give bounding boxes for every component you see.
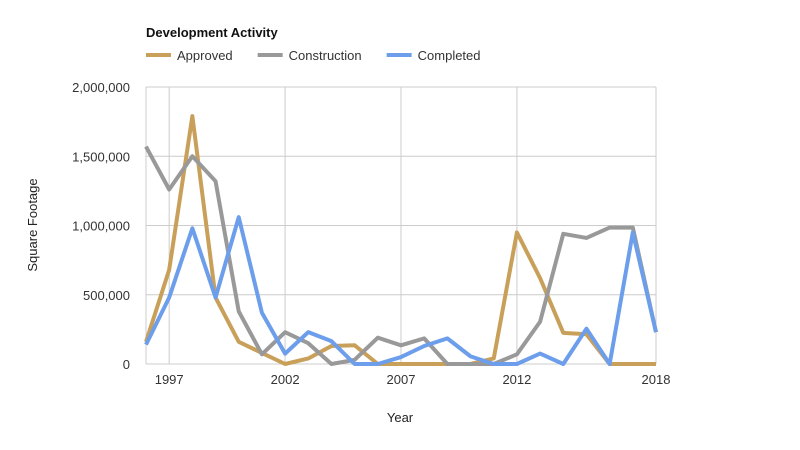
legend-label-approved: Approved [177, 48, 233, 63]
y-tick-label: 1,500,000 [72, 149, 130, 164]
series-line-completed [144, 215, 658, 366]
series-lines [144, 114, 658, 366]
chart-title: Development Activity [146, 25, 278, 40]
x-tick-label: 1997 [155, 372, 184, 387]
x-tick-label: 2018 [642, 372, 671, 387]
legend-label-completed: Completed [418, 48, 481, 63]
y-tick-label: 0 [123, 357, 130, 372]
legend-label-construction: Construction [289, 48, 362, 63]
y-tick-label: 1,000,000 [72, 219, 130, 234]
series-line-approved [144, 114, 656, 366]
legend: Approved Construction Completed [146, 48, 481, 63]
gridlines [145, 86, 657, 365]
x-tick-label: 2002 [271, 372, 300, 387]
series-line-construction [144, 145, 658, 366]
x-tick-label: 2012 [502, 372, 531, 387]
y-tick-label: 2,000,000 [72, 80, 130, 95]
x-axis-title: Year [387, 410, 414, 425]
y-tick-label: 500,000 [83, 288, 130, 303]
x-tick-label: 2007 [387, 372, 416, 387]
y-axis-title: Square Footage [25, 178, 40, 271]
y-axis-ticks: 0 500,000 1,000,000 1,500,000 2,000,000 [72, 80, 130, 372]
x-axis-ticks: 1997 2002 2007 2012 2018 [155, 372, 671, 387]
